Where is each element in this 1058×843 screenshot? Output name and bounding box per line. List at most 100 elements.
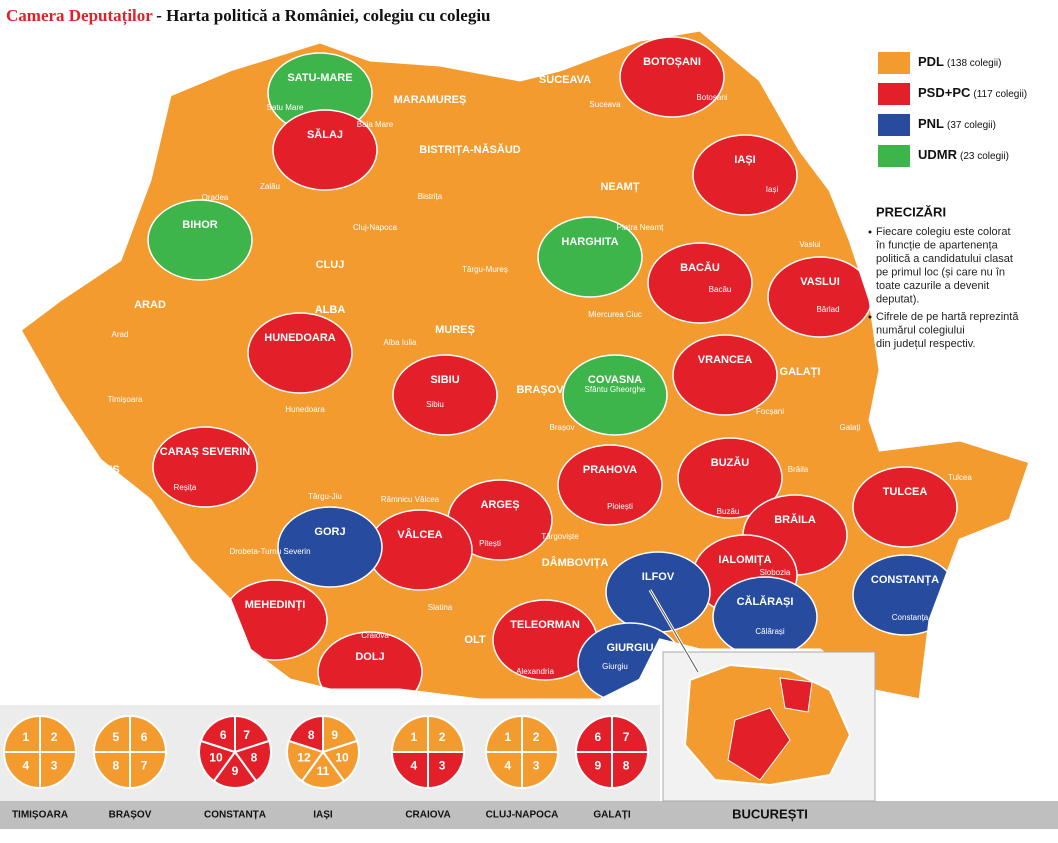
pie-segment [287, 714, 324, 754]
pie-city: BRAȘOV [109, 810, 152, 821]
city-name: Piatra Neamț [617, 223, 664, 232]
legend-swatch [878, 114, 910, 136]
pie-label: 1 [411, 730, 418, 744]
pie-segment [233, 739, 272, 783]
pie-segment [212, 750, 258, 789]
county-area [277, 506, 383, 588]
pie-label: 8 [251, 750, 258, 764]
county-area [152, 426, 258, 508]
pie-label: 1 [23, 730, 30, 744]
county-name: MARAMUREȘ [394, 94, 467, 106]
legend-entry: PDL (138 colegii) [918, 54, 1001, 69]
county-name: CONSTANȚA [871, 574, 939, 586]
city-name: Satu Mare [267, 103, 304, 112]
legend-swatch [878, 83, 910, 105]
county-name: IAȘI [734, 154, 755, 166]
pie-segment [198, 739, 237, 783]
pie-segment [92, 714, 131, 753]
pie-label: 8 [113, 758, 120, 772]
county-area [767, 256, 873, 338]
pie-label: 2 [533, 730, 540, 744]
county-name: ILFOV [642, 571, 675, 583]
pie-segment [2, 751, 41, 790]
city-name: Cluj-Napoca [353, 223, 398, 232]
pie-label: 6 [220, 728, 227, 742]
county-name: SĂLAJ [307, 128, 343, 141]
county-area [147, 199, 253, 281]
pie-segment [611, 751, 650, 790]
pie-segment [2, 714, 41, 753]
pie-segment [129, 714, 168, 753]
city-name: Brăila [788, 465, 809, 474]
county-name: COVASNA [588, 374, 642, 386]
city-name: Bârlad [816, 305, 839, 314]
inset-title: BUCUREȘTI [732, 806, 808, 821]
city-name: Sibiu [426, 400, 444, 409]
city-name: Reșița [174, 483, 197, 492]
county-name: IALOMIȚA [718, 554, 771, 566]
city-name: Slatina [428, 603, 453, 612]
city-name: Ploiești [607, 502, 633, 511]
county-name: NEAMȚ [600, 181, 639, 193]
city-name: Sfântu Gheorghe [585, 385, 646, 394]
legend-party: UDMR [918, 147, 958, 162]
pie-label: 3 [439, 758, 446, 772]
bullet [868, 230, 872, 234]
pie-label: 7 [141, 758, 148, 772]
city-name: Târgoviște [541, 532, 579, 541]
pie-segment [427, 714, 466, 753]
pie-segment [39, 751, 78, 790]
city-name: Drobeta-Turnu Severin [229, 547, 310, 556]
county-name: BIHOR [182, 219, 218, 231]
legend-entry: PNL (37 colegii) [918, 116, 996, 131]
pie-label: 10 [209, 750, 223, 764]
county-name: BRĂILA [774, 513, 816, 526]
legend-party: PNL [918, 116, 944, 131]
county-area [677, 437, 783, 519]
bucuresti-red [779, 677, 813, 713]
pie-segment [300, 750, 346, 789]
county-area [392, 354, 498, 436]
pie-label: 2 [439, 730, 446, 744]
pie-label: 9 [232, 764, 239, 778]
pie-label: 7 [243, 728, 250, 742]
county-name: MUREȘ [435, 324, 475, 336]
county-name: BISTRIȚA-NĂSĂUD [419, 143, 520, 156]
county-name: HARGHITA [561, 236, 618, 248]
pie-segment [521, 751, 560, 790]
county-name: BRAȘOV [516, 384, 564, 396]
note-line: pe primul loc (și care nu în [876, 266, 1005, 278]
county-name: CLUJ [316, 259, 345, 271]
pie-label: 3 [533, 758, 540, 772]
pie-segment [574, 714, 613, 753]
pie-label: 9 [595, 758, 602, 772]
bucuresti-red [727, 707, 791, 781]
note-line: din județul respectiv. [876, 338, 975, 350]
county-area [647, 242, 753, 324]
note-line: în funcție de apartenența [875, 239, 999, 251]
county-name: ARGEȘ [480, 499, 519, 511]
legend-party: PDL [918, 54, 944, 69]
pie-label: 4 [23, 758, 30, 772]
pie-city: CRAIOVA [405, 810, 450, 821]
county-name: BOTOȘANI [643, 56, 701, 68]
title: Camera Deputaților - Harta politică a Rom… [6, 6, 491, 26]
pie-city: GALAȚI [593, 810, 630, 821]
city-name: Miercurea Ciuc [588, 310, 642, 319]
county-name: VÂLCEA [397, 528, 442, 541]
county-area [692, 134, 798, 216]
county-area [852, 554, 958, 636]
pie-city: IAȘI [313, 810, 333, 821]
city-name: Buzău [717, 507, 740, 516]
city-name: Tulcea [948, 473, 972, 482]
pie-segment [574, 751, 613, 790]
pie-label: 10 [335, 750, 349, 764]
legend-count: (37 colegii) [947, 120, 996, 131]
county-name: GORJ [314, 526, 345, 538]
pie-segment [39, 714, 78, 753]
county-name: SUCEAVA [539, 74, 591, 86]
notes-title: PRECIZĂRI [876, 204, 946, 219]
county-area [272, 109, 378, 191]
pie-label: 4 [505, 758, 512, 772]
